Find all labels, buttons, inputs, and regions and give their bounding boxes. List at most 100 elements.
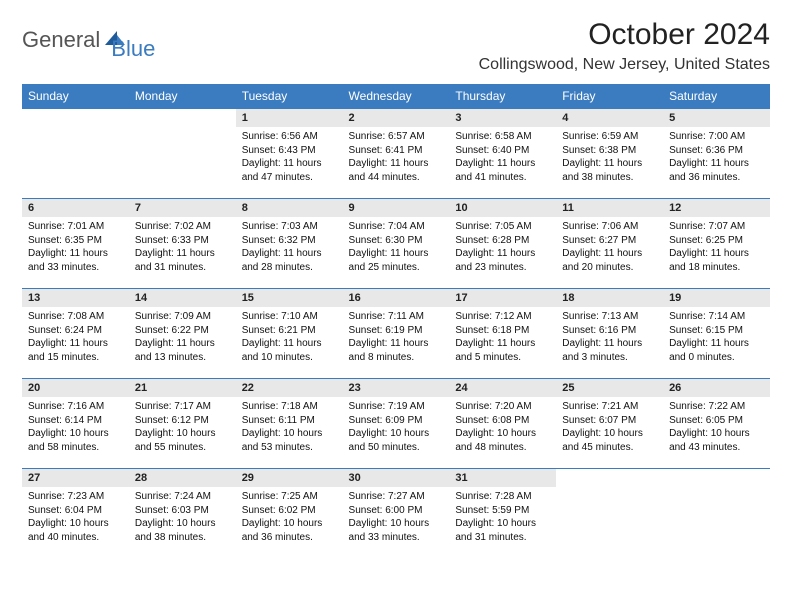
calendar-row: 6Sunrise: 7:01 AMSunset: 6:35 PMDaylight… [22,199,770,289]
day-number: 2 [343,109,450,127]
calendar-cell: 19Sunrise: 7:14 AMSunset: 6:15 PMDayligh… [663,289,770,379]
weekday-header: Wednesday [343,84,450,109]
weekday-header: Monday [129,84,236,109]
day-number: 26 [663,379,770,397]
day-number: 20 [22,379,129,397]
day-number: 22 [236,379,343,397]
calendar-cell: 9Sunrise: 7:04 AMSunset: 6:30 PMDaylight… [343,199,450,289]
calendar-cell [556,469,663,559]
calendar-cell: 31Sunrise: 7:28 AMSunset: 5:59 PMDayligh… [449,469,556,559]
day-details: Sunrise: 7:01 AMSunset: 6:35 PMDaylight:… [22,217,129,280]
day-details: Sunrise: 7:17 AMSunset: 6:12 PMDaylight:… [129,397,236,460]
day-details: Sunrise: 6:57 AMSunset: 6:41 PMDaylight:… [343,127,450,190]
day-details: Sunrise: 6:56 AMSunset: 6:43 PMDaylight:… [236,127,343,190]
calendar-cell: 14Sunrise: 7:09 AMSunset: 6:22 PMDayligh… [129,289,236,379]
day-details: Sunrise: 7:10 AMSunset: 6:21 PMDaylight:… [236,307,343,370]
day-details: Sunrise: 7:08 AMSunset: 6:24 PMDaylight:… [22,307,129,370]
calendar-cell: 2Sunrise: 6:57 AMSunset: 6:41 PMDaylight… [343,109,450,199]
day-number: 16 [343,289,450,307]
title-block: October 2024 Collingswood, New Jersey, U… [479,18,770,74]
calendar-cell: 18Sunrise: 7:13 AMSunset: 6:16 PMDayligh… [556,289,663,379]
day-number: 29 [236,469,343,487]
calendar-cell: 10Sunrise: 7:05 AMSunset: 6:28 PMDayligh… [449,199,556,289]
day-number: 17 [449,289,556,307]
calendar-cell: 25Sunrise: 7:21 AMSunset: 6:07 PMDayligh… [556,379,663,469]
calendar-cell: 22Sunrise: 7:18 AMSunset: 6:11 PMDayligh… [236,379,343,469]
day-details: Sunrise: 7:21 AMSunset: 6:07 PMDaylight:… [556,397,663,460]
weekday-header: Friday [556,84,663,109]
day-details: Sunrise: 7:25 AMSunset: 6:02 PMDaylight:… [236,487,343,550]
day-number: 13 [22,289,129,307]
day-number: 27 [22,469,129,487]
calendar-table: SundayMondayTuesdayWednesdayThursdayFrid… [22,84,770,559]
calendar-body: 1Sunrise: 6:56 AMSunset: 6:43 PMDaylight… [22,109,770,559]
day-details: Sunrise: 7:12 AMSunset: 6:18 PMDaylight:… [449,307,556,370]
calendar-header-row: SundayMondayTuesdayWednesdayThursdayFrid… [22,84,770,109]
day-number: 28 [129,469,236,487]
day-number: 5 [663,109,770,127]
day-details: Sunrise: 7:16 AMSunset: 6:14 PMDaylight:… [22,397,129,460]
calendar-row: 20Sunrise: 7:16 AMSunset: 6:14 PMDayligh… [22,379,770,469]
calendar-cell: 3Sunrise: 6:58 AMSunset: 6:40 PMDaylight… [449,109,556,199]
day-number: 25 [556,379,663,397]
day-details: Sunrise: 7:00 AMSunset: 6:36 PMDaylight:… [663,127,770,190]
calendar-cell: 7Sunrise: 7:02 AMSunset: 6:33 PMDaylight… [129,199,236,289]
day-number: 7 [129,199,236,217]
location-text: Collingswood, New Jersey, United States [479,56,770,74]
day-details: Sunrise: 7:07 AMSunset: 6:25 PMDaylight:… [663,217,770,280]
day-number: 12 [663,199,770,217]
calendar-cell: 26Sunrise: 7:22 AMSunset: 6:05 PMDayligh… [663,379,770,469]
calendar-cell: 13Sunrise: 7:08 AMSunset: 6:24 PMDayligh… [22,289,129,379]
day-number: 15 [236,289,343,307]
calendar-cell [22,109,129,199]
logo-text-blue: Blue [111,36,155,62]
calendar-cell: 16Sunrise: 7:11 AMSunset: 6:19 PMDayligh… [343,289,450,379]
calendar-row: 1Sunrise: 6:56 AMSunset: 6:43 PMDaylight… [22,109,770,199]
day-number: 6 [22,199,129,217]
month-title: October 2024 [479,18,770,52]
day-details: Sunrise: 7:06 AMSunset: 6:27 PMDaylight:… [556,217,663,280]
day-details: Sunrise: 7:23 AMSunset: 6:04 PMDaylight:… [22,487,129,550]
calendar-cell: 15Sunrise: 7:10 AMSunset: 6:21 PMDayligh… [236,289,343,379]
day-details: Sunrise: 7:09 AMSunset: 6:22 PMDaylight:… [129,307,236,370]
day-number: 1 [236,109,343,127]
calendar-cell: 6Sunrise: 7:01 AMSunset: 6:35 PMDaylight… [22,199,129,289]
day-number: 24 [449,379,556,397]
day-details: Sunrise: 7:18 AMSunset: 6:11 PMDaylight:… [236,397,343,460]
calendar-cell: 28Sunrise: 7:24 AMSunset: 6:03 PMDayligh… [129,469,236,559]
calendar-cell: 30Sunrise: 7:27 AMSunset: 6:00 PMDayligh… [343,469,450,559]
day-details: Sunrise: 7:20 AMSunset: 6:08 PMDaylight:… [449,397,556,460]
calendar-row: 13Sunrise: 7:08 AMSunset: 6:24 PMDayligh… [22,289,770,379]
day-number: 11 [556,199,663,217]
logo: General Blue [22,18,155,62]
weekday-header: Thursday [449,84,556,109]
day-details: Sunrise: 7:28 AMSunset: 5:59 PMDaylight:… [449,487,556,550]
calendar-cell: 24Sunrise: 7:20 AMSunset: 6:08 PMDayligh… [449,379,556,469]
calendar-cell [129,109,236,199]
day-number: 30 [343,469,450,487]
day-details: Sunrise: 7:11 AMSunset: 6:19 PMDaylight:… [343,307,450,370]
day-number: 21 [129,379,236,397]
day-details: Sunrise: 7:27 AMSunset: 6:00 PMDaylight:… [343,487,450,550]
day-number: 18 [556,289,663,307]
day-details: Sunrise: 7:22 AMSunset: 6:05 PMDaylight:… [663,397,770,460]
day-details: Sunrise: 6:58 AMSunset: 6:40 PMDaylight:… [449,127,556,190]
day-number: 4 [556,109,663,127]
calendar-row: 27Sunrise: 7:23 AMSunset: 6:04 PMDayligh… [22,469,770,559]
calendar-cell: 23Sunrise: 7:19 AMSunset: 6:09 PMDayligh… [343,379,450,469]
day-details: Sunrise: 7:19 AMSunset: 6:09 PMDaylight:… [343,397,450,460]
day-number: 19 [663,289,770,307]
weekday-header: Tuesday [236,84,343,109]
weekday-header: Saturday [663,84,770,109]
weekday-header: Sunday [22,84,129,109]
calendar-cell: 8Sunrise: 7:03 AMSunset: 6:32 PMDaylight… [236,199,343,289]
day-details: Sunrise: 7:24 AMSunset: 6:03 PMDaylight:… [129,487,236,550]
day-number: 9 [343,199,450,217]
day-details: Sunrise: 7:02 AMSunset: 6:33 PMDaylight:… [129,217,236,280]
day-details: Sunrise: 7:04 AMSunset: 6:30 PMDaylight:… [343,217,450,280]
calendar-cell: 1Sunrise: 6:56 AMSunset: 6:43 PMDaylight… [236,109,343,199]
day-number: 8 [236,199,343,217]
day-number: 10 [449,199,556,217]
header: General Blue October 2024 Collingswood, … [22,18,770,74]
calendar-cell: 11Sunrise: 7:06 AMSunset: 6:27 PMDayligh… [556,199,663,289]
